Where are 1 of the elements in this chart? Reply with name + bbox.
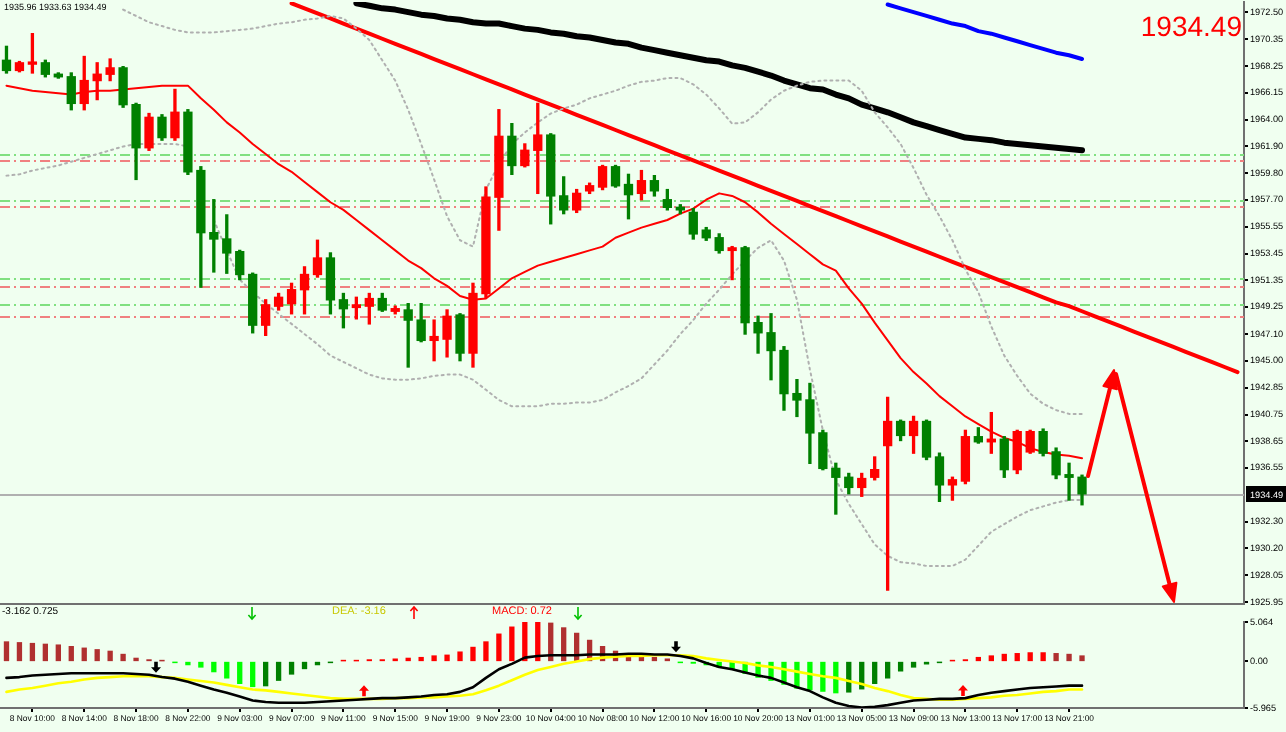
annotation: 1934.49 [1140,10,1242,42]
